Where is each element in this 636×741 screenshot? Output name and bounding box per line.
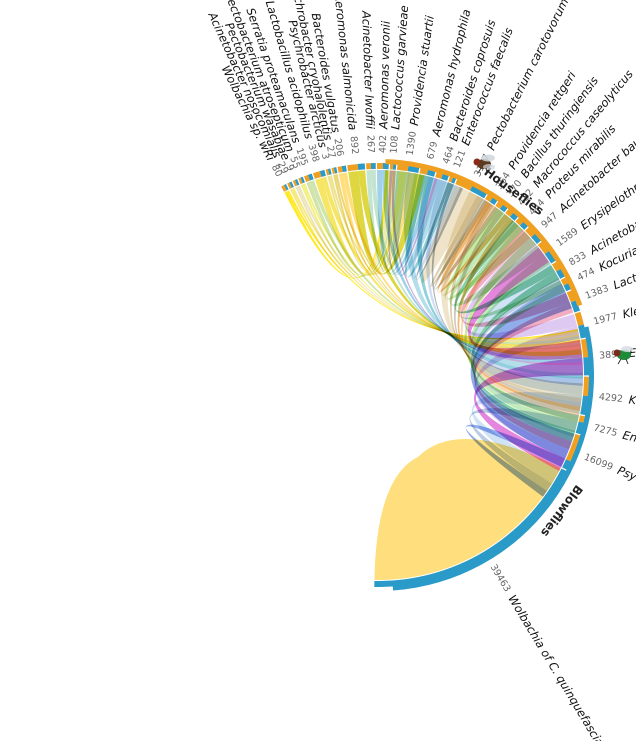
species-label: Psychrobacter sp. PRwf-1 (615, 463, 636, 530)
species-arc (382, 163, 389, 170)
ribbon-blowfly (474, 326, 580, 459)
species-arc (347, 163, 359, 172)
species-count: 108 (388, 135, 400, 154)
species-arc (292, 179, 298, 187)
species-arc (287, 182, 292, 189)
houseflies-arc (385, 159, 583, 307)
species-arc (544, 250, 557, 264)
ribbon-housefly (300, 170, 396, 277)
species-count: 4292 (598, 392, 623, 405)
species-arc (319, 169, 326, 177)
species-label: Providencia stuartii (407, 14, 437, 127)
ribbon-blowfly (358, 170, 582, 357)
species-arc (566, 290, 577, 303)
species-arc (392, 163, 397, 170)
species-count: 1390 (405, 131, 419, 157)
species-arc (562, 459, 572, 471)
species-count: 1977 (592, 311, 618, 327)
species-count: 80 (269, 163, 284, 179)
species-arc (370, 163, 376, 170)
species-arc (357, 163, 366, 170)
species-label: Klebsiella pneumoniae (628, 393, 636, 420)
species-arc (281, 184, 287, 192)
species-arc (331, 167, 336, 175)
ribbon-housefly (440, 204, 520, 296)
ribbon-housefly (315, 171, 406, 276)
ribbon-housefly (348, 170, 425, 275)
species-count: 9 (284, 163, 296, 173)
species-arc (389, 163, 394, 170)
species-arc (570, 300, 580, 313)
species-arc (515, 217, 525, 226)
species-label: Wolbachia of C. quinquefasciatus (505, 592, 616, 741)
species-count: 29 (275, 160, 290, 176)
species-arc (294, 179, 300, 186)
ribbon-housefly (464, 237, 578, 340)
species-arc (469, 185, 488, 199)
species-count: 7275 (592, 423, 618, 439)
species-arc (307, 173, 314, 181)
species-count: 892 (348, 136, 361, 155)
species-arc (582, 376, 590, 397)
species-arc (574, 311, 584, 326)
species-count: 27 (324, 145, 337, 159)
species-arc (284, 184, 289, 191)
ribbon-blowfly (465, 424, 566, 497)
species-arc (519, 221, 529, 230)
species-arc (333, 167, 338, 174)
species-arc (455, 178, 473, 191)
species-arc (565, 434, 582, 462)
species-count: 474 (576, 266, 597, 284)
species-arc (298, 177, 303, 185)
species-arc (289, 181, 294, 188)
ribbon-housefly (454, 220, 556, 314)
species-arc (325, 168, 330, 176)
species-count: 1383 (584, 283, 611, 302)
species-count: 16099 (582, 452, 614, 473)
species-arc (337, 166, 343, 173)
species-arc (300, 176, 305, 184)
species-count: 3 (319, 152, 331, 160)
species-arc (525, 226, 536, 238)
arc-layer (281, 159, 594, 591)
housefly-icon (473, 154, 495, 174)
ribbon-blowfly (374, 438, 561, 580)
species-arc (341, 165, 347, 173)
species-label: Aeromonas veronii (376, 20, 393, 130)
species-count: 398 (306, 143, 322, 163)
species-arc (374, 468, 567, 587)
ribbon-housefly (460, 230, 570, 327)
ribbon-housefly (306, 170, 400, 277)
species-count: 39463 (488, 562, 513, 594)
species-arc (313, 171, 322, 179)
species-arc (583, 356, 590, 376)
species-arc (556, 268, 566, 279)
species-arc (537, 241, 550, 255)
species-arc (509, 212, 519, 221)
species-count: 947 (539, 210, 560, 230)
species-count: 55 (287, 155, 302, 170)
species-arc (505, 208, 514, 217)
species-count: 679 (425, 140, 440, 160)
species-arc (366, 163, 372, 170)
species-arc (327, 168, 332, 175)
species-count: 267 (364, 135, 376, 153)
ribbon-housefly (444, 207, 531, 300)
ribbon-housefly (470, 283, 575, 459)
species-count: 402 (378, 135, 389, 153)
species-count: 1589 (554, 226, 580, 249)
species-arc (551, 261, 562, 272)
blowfly-icon (613, 346, 633, 365)
species-arc (303, 174, 310, 182)
species-arc (531, 233, 542, 244)
species-count: 206 (331, 137, 345, 157)
species-count: 833 (567, 250, 588, 269)
ribbon-layer (284, 170, 583, 580)
ribbon-housefly (471, 261, 583, 396)
species-label: Acinetobacter lwoffii (359, 10, 377, 130)
species-count: 464 (441, 145, 457, 166)
species-arc (377, 163, 383, 170)
